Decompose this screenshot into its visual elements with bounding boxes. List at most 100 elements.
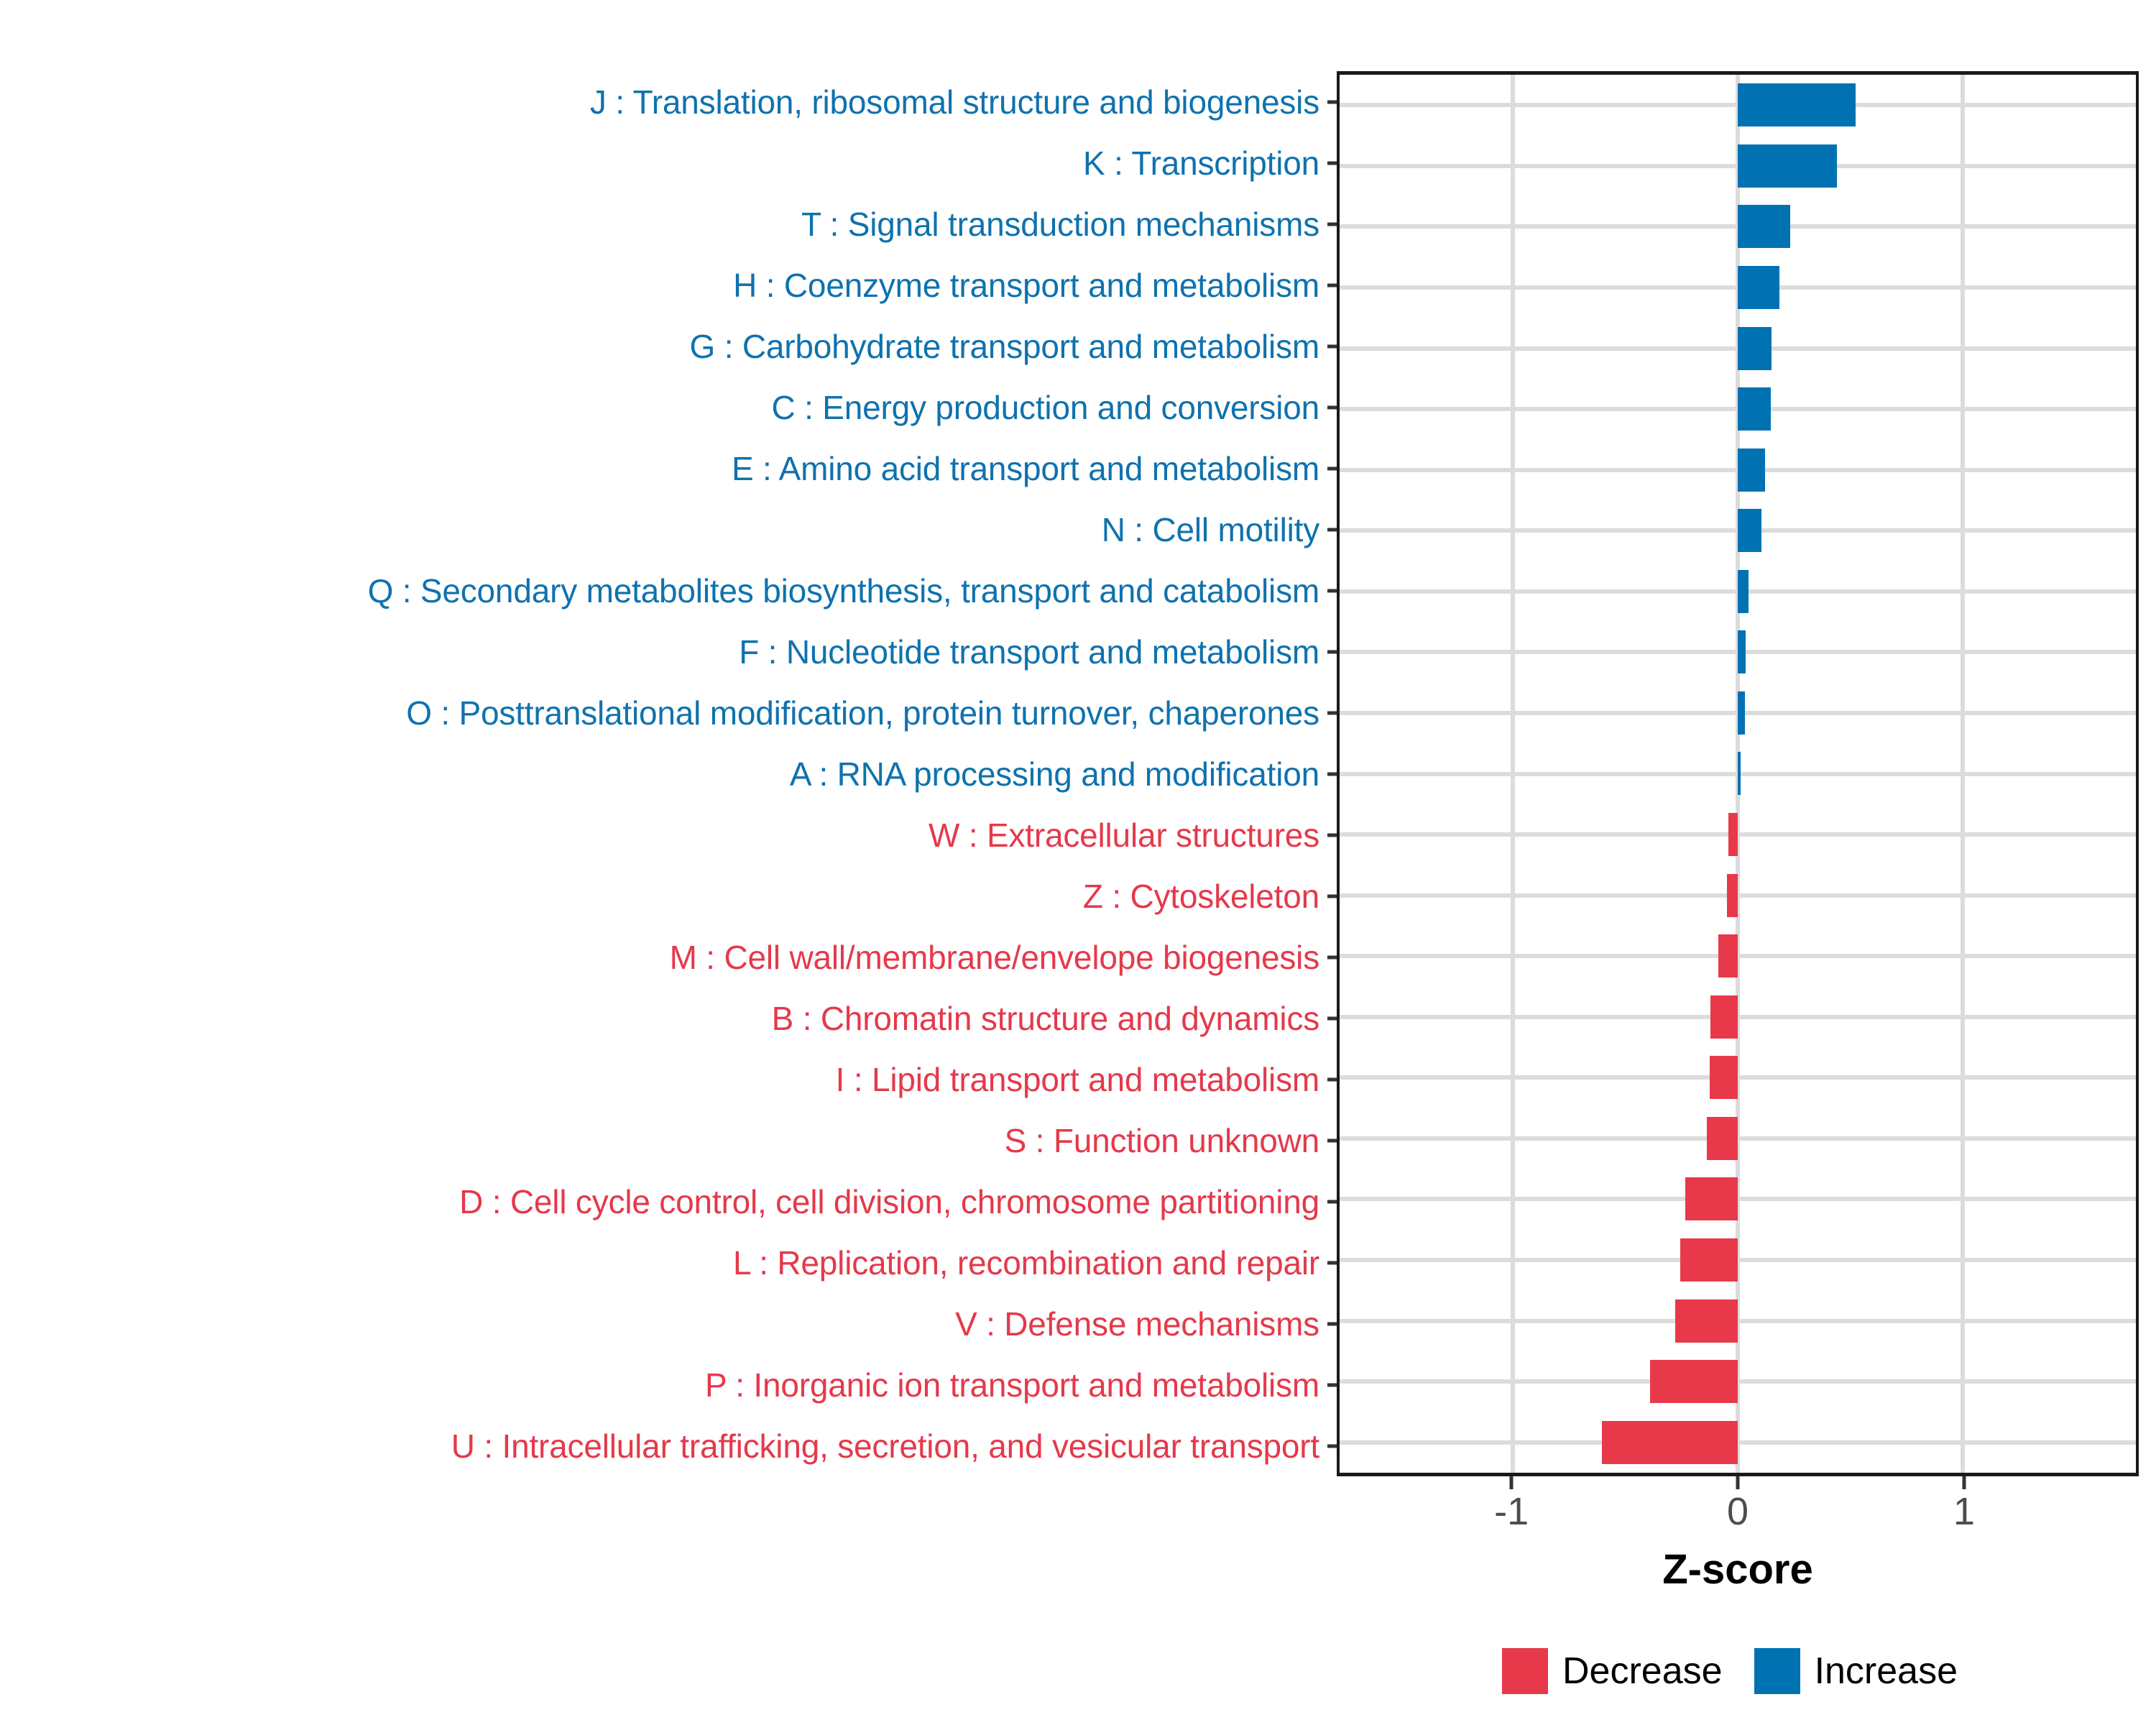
- x-tick-label: 1: [1953, 1490, 1975, 1533]
- decrease-swatch: [1502, 1648, 1548, 1694]
- bar-row: [1340, 196, 2136, 257]
- y-tick-mark: [1327, 132, 1337, 193]
- y-tick-mark: [1327, 804, 1337, 865]
- category-label-row: P : Inorganic ion transport and metaboli…: [0, 1354, 1331, 1415]
- bar[interactable]: [1726, 873, 1738, 917]
- category-label-row: S : Function unknown: [0, 1110, 1331, 1171]
- plot-panel: [1337, 71, 2139, 1476]
- y-tick-mark: [1327, 743, 1337, 804]
- legend-label: Increase: [1814, 1650, 1958, 1692]
- horizontal-gridline: [1340, 832, 2136, 837]
- bar[interactable]: [1738, 448, 1765, 492]
- bar[interactable]: [1738, 265, 1780, 309]
- y-tick-mark: [1327, 316, 1337, 377]
- bar-row: [1340, 1108, 2136, 1169]
- bar[interactable]: [1728, 813, 1738, 857]
- category-label-row: T : Signal transduction mechanisms: [0, 193, 1331, 254]
- horizontal-gridline: [1340, 1379, 2136, 1384]
- x-tick-mark: [1509, 1476, 1514, 1489]
- bar-row: [1340, 804, 2136, 865]
- category-label-row: F : Nucleotide transport and metabolism: [0, 621, 1331, 682]
- category-label: S : Function unknown: [1004, 1121, 1320, 1159]
- bar[interactable]: [1738, 752, 1741, 796]
- x-axis-title: Z-score: [1662, 1546, 1813, 1593]
- category-label-row: G : Carbohydrate transport and metabolis…: [0, 316, 1331, 377]
- bar-row: [1340, 1412, 2136, 1473]
- category-label: O : Posttranslational modification, prot…: [406, 694, 1319, 732]
- category-label-row: V : Defense mechanisms: [0, 1293, 1331, 1354]
- legend-item[interactable]: Decrease: [1502, 1648, 1723, 1694]
- legend-label: Decrease: [1562, 1650, 1723, 1692]
- bar-row: [1340, 1351, 2136, 1412]
- bar[interactable]: [1738, 691, 1745, 735]
- bar[interactable]: [1707, 1116, 1738, 1160]
- increase-swatch: [1754, 1648, 1800, 1694]
- bar[interactable]: [1738, 83, 1856, 127]
- category-label: F : Nucleotide transport and metabolism: [739, 632, 1319, 671]
- bar-row: [1340, 257, 2136, 318]
- category-label: V : Defense mechanisms: [955, 1305, 1319, 1343]
- bar[interactable]: [1674, 1299, 1738, 1343]
- y-tick-mark: [1327, 926, 1337, 988]
- y-tick-mark: [1327, 499, 1337, 560]
- bar[interactable]: [1738, 509, 1761, 553]
- bar[interactable]: [1738, 205, 1791, 249]
- bar-row: [1340, 743, 2136, 804]
- category-label-row: H : Coenzyme transport and metabolism: [0, 254, 1331, 316]
- category-label-row: L : Replication, recombination and repai…: [0, 1232, 1331, 1293]
- bar-row: [1340, 500, 2136, 561]
- category-label: Q : Secondary metabolites biosynthesis, …: [367, 571, 1320, 610]
- y-tick-mark: [1327, 682, 1337, 743]
- category-label: M : Cell wall/membrane/envelope biogenes…: [669, 938, 1320, 976]
- bar[interactable]: [1680, 1238, 1738, 1282]
- category-label-row: K : Transcription: [0, 132, 1331, 193]
- bar[interactable]: [1718, 934, 1738, 978]
- y-tick-mark: [1327, 377, 1337, 438]
- y-tick-mark: [1327, 1293, 1337, 1354]
- bar[interactable]: [1738, 630, 1746, 674]
- bar[interactable]: [1650, 1360, 1738, 1404]
- y-tick-mark: [1327, 1110, 1337, 1171]
- category-label: Z : Cytoskeleton: [1082, 877, 1319, 915]
- bar[interactable]: [1738, 326, 1772, 370]
- bar[interactable]: [1601, 1420, 1738, 1464]
- category-label: E : Amino acid transport and metabolism: [731, 449, 1319, 487]
- category-label: L : Replication, recombination and repai…: [732, 1243, 1319, 1282]
- legend: Decrease Increase: [1502, 1642, 2099, 1700]
- category-label: H : Coenzyme transport and metabolism: [733, 266, 1319, 304]
- bar[interactable]: [1710, 1056, 1738, 1100]
- horizontal-gridline: [1340, 1318, 2136, 1323]
- category-label: K : Transcription: [1083, 144, 1319, 182]
- y-tick-mark: [1327, 193, 1337, 254]
- bar-row: [1340, 1290, 2136, 1351]
- bar[interactable]: [1738, 144, 1837, 188]
- plot-panel-inner: [1340, 75, 2136, 1473]
- horizontal-gridline: [1340, 893, 2136, 898]
- bar-row: [1340, 75, 2136, 136]
- bar-row: [1340, 865, 2136, 926]
- horizontal-gridline: [1340, 1136, 2136, 1141]
- category-label-row: N : Cell motility: [0, 499, 1331, 560]
- category-label-row: J : Translation, ribosomal structure and…: [0, 71, 1331, 132]
- y-tick-mark: [1327, 1049, 1337, 1110]
- bar-row: [1340, 379, 2136, 440]
- category-label: W : Extracellular structures: [929, 816, 1319, 854]
- category-label-row: I : Lipid transport and metabolism: [0, 1049, 1331, 1110]
- y-tick-mark: [1327, 254, 1337, 316]
- y-tick-mark: [1327, 1415, 1337, 1476]
- bar-row: [1340, 1230, 2136, 1291]
- category-label: A : RNA processing and modification: [789, 755, 1319, 793]
- category-label-row: M : Cell wall/membrane/envelope biogenes…: [0, 926, 1331, 988]
- y-tick-mark: [1327, 988, 1337, 1049]
- legend-item[interactable]: Increase: [1754, 1648, 1958, 1694]
- category-label: D : Cell cycle control, cell division, c…: [459, 1182, 1319, 1220]
- y-tick-mark: [1327, 1232, 1337, 1293]
- y-tick-mark: [1327, 1354, 1337, 1415]
- bar[interactable]: [1738, 387, 1771, 431]
- category-label-row: A : RNA processing and modification: [0, 743, 1331, 804]
- category-label-row: Z : Cytoskeleton: [0, 865, 1331, 926]
- bar[interactable]: [1710, 995, 1738, 1039]
- bar[interactable]: [1685, 1177, 1738, 1221]
- bar[interactable]: [1738, 569, 1749, 613]
